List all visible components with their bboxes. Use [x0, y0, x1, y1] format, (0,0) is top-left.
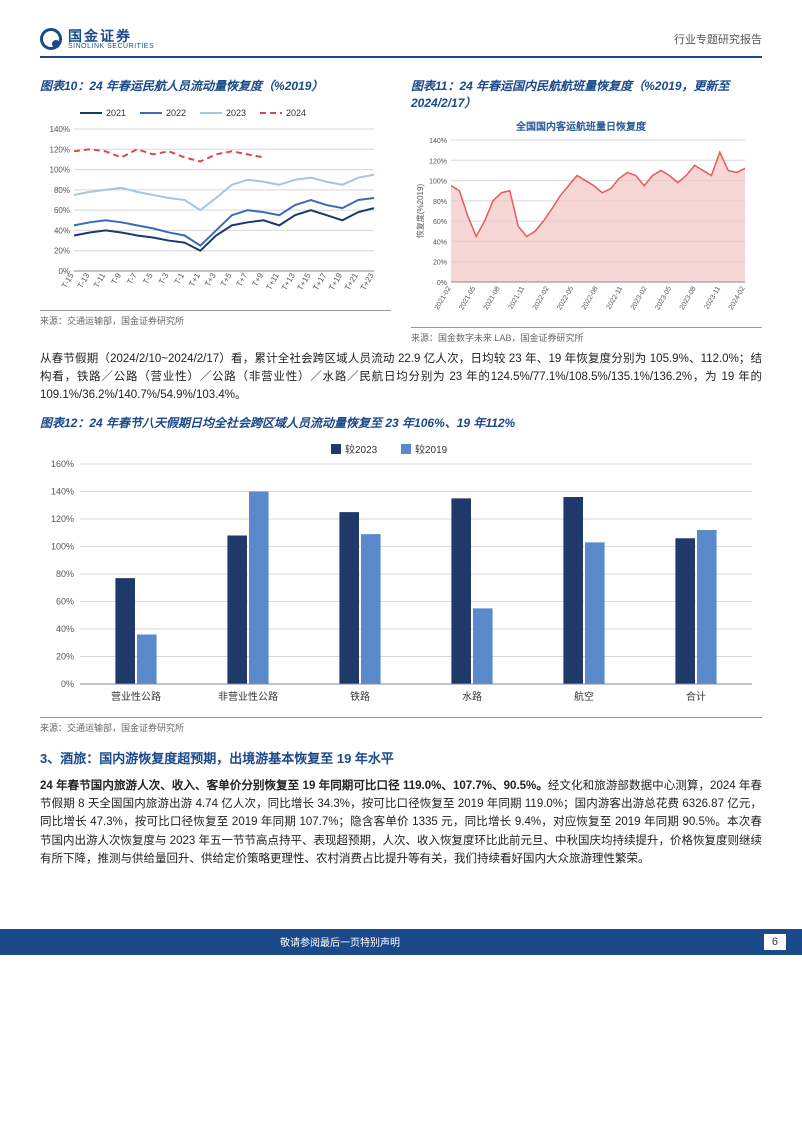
- svg-text:T-5: T-5: [141, 271, 155, 286]
- svg-text:20%: 20%: [54, 247, 70, 256]
- svg-text:120%: 120%: [51, 514, 74, 524]
- svg-text:2023-08: 2023-08: [679, 285, 698, 311]
- svg-text:160%: 160%: [51, 459, 74, 469]
- svg-text:60%: 60%: [56, 596, 74, 606]
- svg-text:T-7: T-7: [125, 271, 139, 286]
- svg-text:100%: 100%: [429, 178, 447, 185]
- chart12-body: 较2023 较2019 0% 20% 40% 60% 80% 100% 120% 140% 160%…: [40, 438, 762, 708]
- svg-text:2024-02: 2024-02: [728, 285, 747, 311]
- paragraph-1: 从春节假期（2024/2/10~2024/2/17）看，累计全社会跨区域人员流动…: [40, 350, 762, 405]
- svg-text:T+15: T+15: [296, 271, 313, 292]
- svg-text:T+1: T+1: [187, 271, 202, 288]
- svg-text:非营业性公路: 非营业性公路: [218, 690, 278, 703]
- svg-text:T+23: T+23: [359, 271, 376, 292]
- svg-text:2021-05: 2021-05: [458, 285, 477, 311]
- svg-text:20%: 20%: [56, 651, 74, 661]
- svg-text:T+3: T+3: [203, 271, 218, 288]
- svg-text:40%: 40%: [54, 226, 70, 235]
- svg-text:T+21: T+21: [343, 271, 360, 292]
- svg-text:营业性公路: 营业性公路: [111, 690, 161, 703]
- svg-text:T-9: T-9: [110, 271, 124, 286]
- svg-text:80%: 80%: [54, 186, 70, 195]
- svg-text:较2019: 较2019: [415, 443, 448, 456]
- svg-text:T+5: T+5: [219, 271, 234, 288]
- svg-text:60%: 60%: [54, 206, 70, 215]
- svg-text:T+9: T+9: [250, 271, 265, 288]
- svg-text:2021-11: 2021-11: [508, 285, 527, 310]
- chart11-source: 来源：国金数字未来 LAB，国金证券研究所: [411, 327, 762, 344]
- logo-cn-text: 国金证券: [68, 29, 154, 43]
- page-header: 国金证券 SINOLINK SECURITIES 行业专题研究报告: [40, 28, 762, 58]
- svg-text:120%: 120%: [429, 158, 447, 165]
- svg-text:2024: 2024: [286, 108, 306, 118]
- para2-rest: 经文化和旅游部数据中心测算，2024 年春节假期 8 天全国国内旅游出游 4.7…: [40, 780, 762, 866]
- chart11-title: 图表11：24 年春运国内民航航班量恢复度（%2019，更新至 2024/2/1…: [411, 78, 762, 112]
- logo: 国金证券 SINOLINK SECURITIES: [40, 28, 154, 50]
- svg-text:2023-02: 2023-02: [630, 285, 649, 311]
- svg-text:0%: 0%: [61, 679, 74, 689]
- svg-text:T+11: T+11: [264, 271, 281, 291]
- svg-text:全国国内客运航班量日恢复度: 全国国内客运航班量日恢复度: [515, 120, 647, 133]
- svg-text:2022-02: 2022-02: [532, 285, 551, 311]
- svg-text:2022-05: 2022-05: [556, 285, 575, 311]
- svg-text:T+13: T+13: [280, 271, 297, 292]
- svg-text:2022-08: 2022-08: [581, 285, 600, 311]
- svg-text:2021-02: 2021-02: [434, 285, 453, 311]
- svg-text:T-13: T-13: [76, 271, 92, 290]
- svg-text:2023: 2023: [226, 108, 246, 118]
- svg-text:恢复度(%2019): 恢复度(%2019): [415, 183, 425, 238]
- section-3-heading: 3、酒旅：国内游恢复度超预期，出境游基本恢复至 19 年水平: [40, 748, 762, 767]
- svg-text:80%: 80%: [56, 569, 74, 579]
- svg-text:T-11: T-11: [92, 271, 108, 289]
- svg-text:2023-05: 2023-05: [654, 285, 673, 311]
- svg-text:40%: 40%: [433, 239, 447, 246]
- footer-disclaimer: 敬请参阅最后一页特别声明: [280, 934, 400, 949]
- chart12-title: 图表12：24 年春节八天假期日均全社会跨区域人员流动量恢复至 23 年106%…: [40, 415, 762, 432]
- svg-text:合计: 合计: [686, 690, 706, 703]
- svg-text:20%: 20%: [433, 259, 447, 266]
- svg-text:T-1: T-1: [173, 271, 187, 286]
- svg-text:140%: 140%: [51, 486, 74, 496]
- svg-text:140%: 140%: [429, 138, 447, 145]
- svg-text:140%: 140%: [50, 125, 70, 134]
- chart10-source: 来源：交通运输部，国金证券研究所: [40, 310, 391, 327]
- svg-text:40%: 40%: [56, 624, 74, 634]
- svg-text:T+7: T+7: [235, 271, 250, 288]
- chart10-body: 20212022202320240%20%40%60%80%100%120%14…: [40, 101, 380, 301]
- svg-text:100%: 100%: [50, 165, 70, 174]
- chart12-source: 来源：交通运输部，国金证券研究所: [40, 717, 762, 734]
- logo-en-text: SINOLINK SECURITIES: [68, 43, 154, 50]
- logo-icon: [40, 28, 62, 50]
- chart10-title: 图表10：24 年春运民航人员流动量恢复度（%2019）: [40, 78, 391, 95]
- svg-text:60%: 60%: [433, 219, 447, 226]
- svg-text:2022-11: 2022-11: [606, 285, 625, 310]
- svg-text:航空: 航空: [574, 690, 594, 703]
- para2-bold: 24 年春节国内旅游人次、收入、客单价分别恢复至 19 年同期可比口径 119.…: [40, 780, 548, 792]
- svg-text:80%: 80%: [433, 198, 447, 205]
- svg-text:T-3: T-3: [157, 271, 171, 286]
- svg-text:水路: 水路: [462, 690, 482, 703]
- chart11-body: 全国国内客运航班量日恢复度0%20%40%60%80%100%120%140%恢…: [411, 118, 751, 318]
- page-footer: 敬请参阅最后一页特别声明 6: [0, 929, 802, 955]
- report-type-label: 行业专题研究报告: [674, 31, 762, 47]
- svg-text:100%: 100%: [51, 541, 74, 551]
- svg-text:T+17: T+17: [311, 271, 328, 292]
- svg-text:120%: 120%: [50, 145, 70, 154]
- svg-text:较2023: 较2023: [345, 443, 378, 456]
- svg-text:2023-11: 2023-11: [704, 285, 723, 310]
- footer-page-number: 6: [764, 934, 786, 950]
- svg-text:2022: 2022: [166, 108, 186, 118]
- svg-text:铁路: 铁路: [350, 690, 370, 703]
- paragraph-2: 24 年春节国内旅游人次、收入、客单价分别恢复至 19 年同期可比口径 119.…: [40, 777, 762, 869]
- svg-text:2021-08: 2021-08: [483, 285, 502, 311]
- svg-text:T+19: T+19: [327, 271, 344, 292]
- svg-text:2021: 2021: [106, 108, 126, 118]
